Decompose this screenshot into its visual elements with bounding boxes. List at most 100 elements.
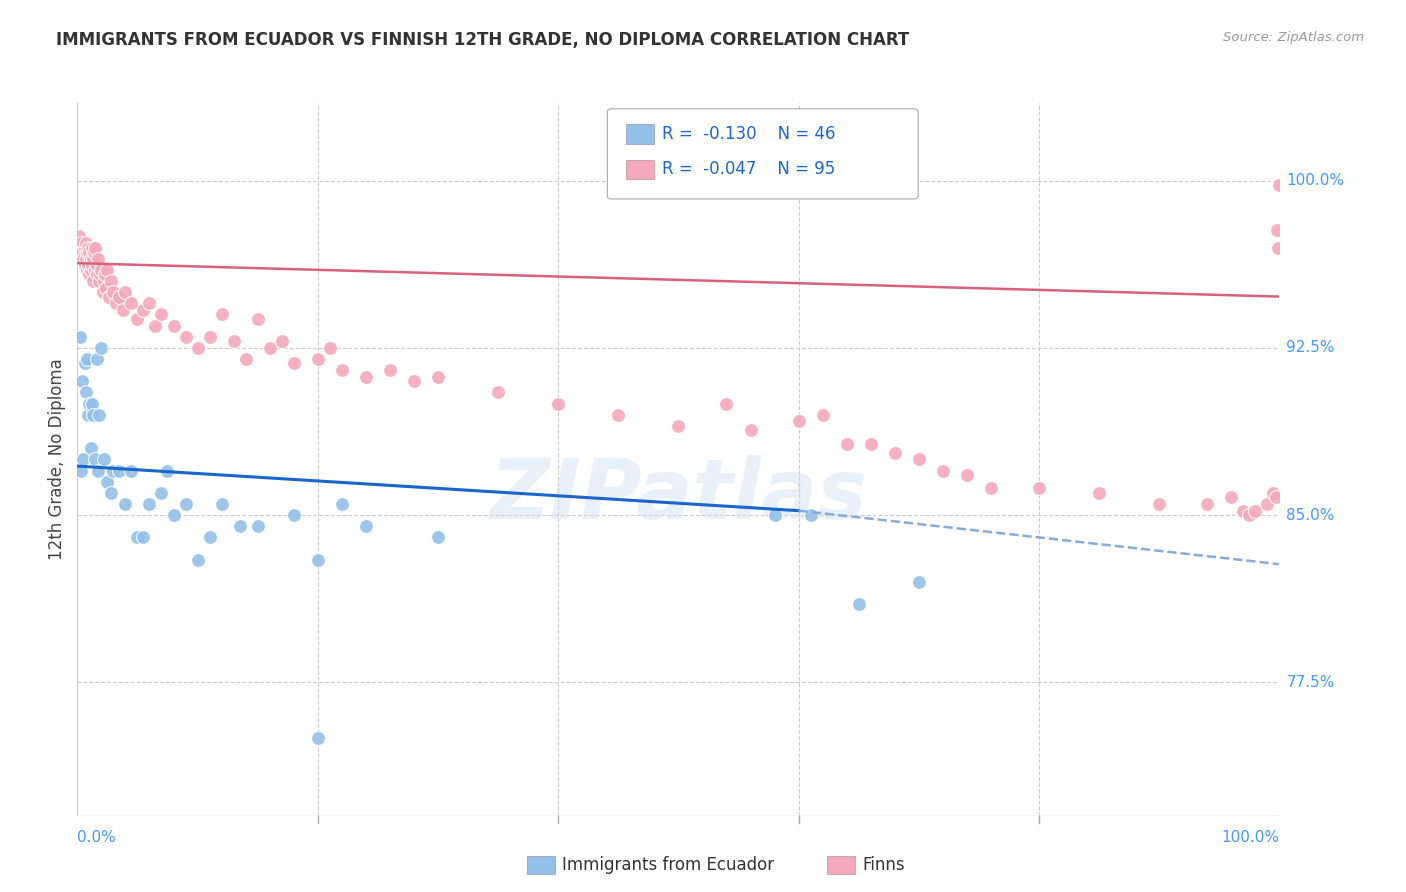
Point — [1028, 481, 1050, 495]
Point — [84, 452, 107, 467]
Point — [198, 530, 221, 544]
Point — [145, 318, 167, 333]
Point — [378, 363, 401, 377]
Point — [763, 508, 786, 522]
Point — [103, 464, 125, 478]
Point — [1267, 240, 1289, 255]
Point — [211, 307, 233, 322]
Point — [1264, 490, 1286, 504]
Point — [70, 374, 93, 388]
Point — [222, 334, 245, 348]
Point — [259, 341, 281, 355]
Point — [246, 312, 269, 326]
Text: R =  -0.047    N = 95: R = -0.047 N = 95 — [662, 161, 835, 178]
Point — [283, 508, 305, 522]
Point — [908, 452, 931, 467]
Text: 0.0%: 0.0% — [77, 830, 117, 845]
Point — [72, 452, 94, 467]
Point — [77, 408, 100, 422]
Point — [76, 263, 98, 277]
Point — [114, 497, 136, 511]
Point — [97, 289, 120, 303]
Point — [402, 374, 425, 388]
Point — [79, 268, 101, 282]
Point — [100, 485, 122, 500]
Point — [87, 252, 110, 266]
Point — [76, 351, 98, 366]
Point — [108, 464, 131, 478]
Point — [186, 341, 209, 355]
Point — [86, 351, 108, 366]
Point — [87, 408, 110, 422]
Point — [79, 252, 101, 266]
Point — [93, 452, 115, 467]
Point — [108, 289, 131, 303]
Point — [96, 280, 118, 294]
Point — [1197, 497, 1219, 511]
Point — [354, 369, 377, 384]
Text: Source: ZipAtlas.com: Source: ZipAtlas.com — [1223, 31, 1364, 45]
Point — [1263, 485, 1285, 500]
Point — [228, 519, 250, 533]
Point — [1244, 503, 1267, 517]
Point — [75, 385, 97, 400]
Point — [70, 235, 93, 250]
Point — [716, 396, 738, 410]
Point — [79, 263, 101, 277]
Point — [811, 408, 834, 422]
Point — [980, 481, 1002, 495]
Point — [138, 497, 160, 511]
Point — [1220, 490, 1243, 504]
Point — [883, 445, 905, 459]
Point — [70, 464, 93, 478]
Point — [607, 408, 630, 422]
Point — [80, 259, 103, 273]
Point — [127, 530, 149, 544]
Point — [96, 263, 118, 277]
Text: 77.5%: 77.5% — [1286, 675, 1334, 690]
Point — [75, 235, 97, 250]
Point — [246, 519, 269, 533]
Point — [1239, 508, 1261, 522]
Point — [427, 530, 450, 544]
Point — [120, 464, 142, 478]
Point — [77, 240, 100, 255]
Point — [96, 475, 118, 489]
Point — [91, 285, 114, 299]
Point — [156, 464, 179, 478]
Point — [330, 497, 353, 511]
Text: Immigrants from Ecuador: Immigrants from Ecuador — [562, 856, 775, 874]
Point — [89, 268, 111, 282]
Point — [100, 274, 122, 288]
Point — [956, 467, 979, 482]
Point — [82, 408, 104, 422]
Point — [427, 369, 450, 384]
Point — [740, 423, 762, 437]
Point — [114, 285, 136, 299]
Point — [319, 341, 342, 355]
Point — [354, 519, 377, 533]
Point — [150, 307, 173, 322]
Point — [84, 240, 107, 255]
Point — [87, 464, 110, 478]
Point — [138, 296, 160, 310]
Point — [174, 329, 197, 343]
Point — [75, 252, 97, 266]
Point — [908, 574, 931, 589]
Point — [67, 229, 90, 244]
Point — [72, 252, 94, 266]
Point — [104, 296, 127, 310]
Point — [79, 244, 101, 259]
Text: 92.5%: 92.5% — [1286, 341, 1334, 355]
Point — [330, 363, 353, 377]
Point — [186, 552, 209, 567]
Point — [80, 240, 103, 255]
Point — [486, 385, 509, 400]
Point — [86, 268, 108, 282]
Point — [1088, 485, 1111, 500]
Text: Finns: Finns — [862, 856, 904, 874]
Point — [198, 329, 221, 343]
Point — [127, 312, 149, 326]
Point — [103, 285, 125, 299]
Point — [79, 441, 101, 455]
